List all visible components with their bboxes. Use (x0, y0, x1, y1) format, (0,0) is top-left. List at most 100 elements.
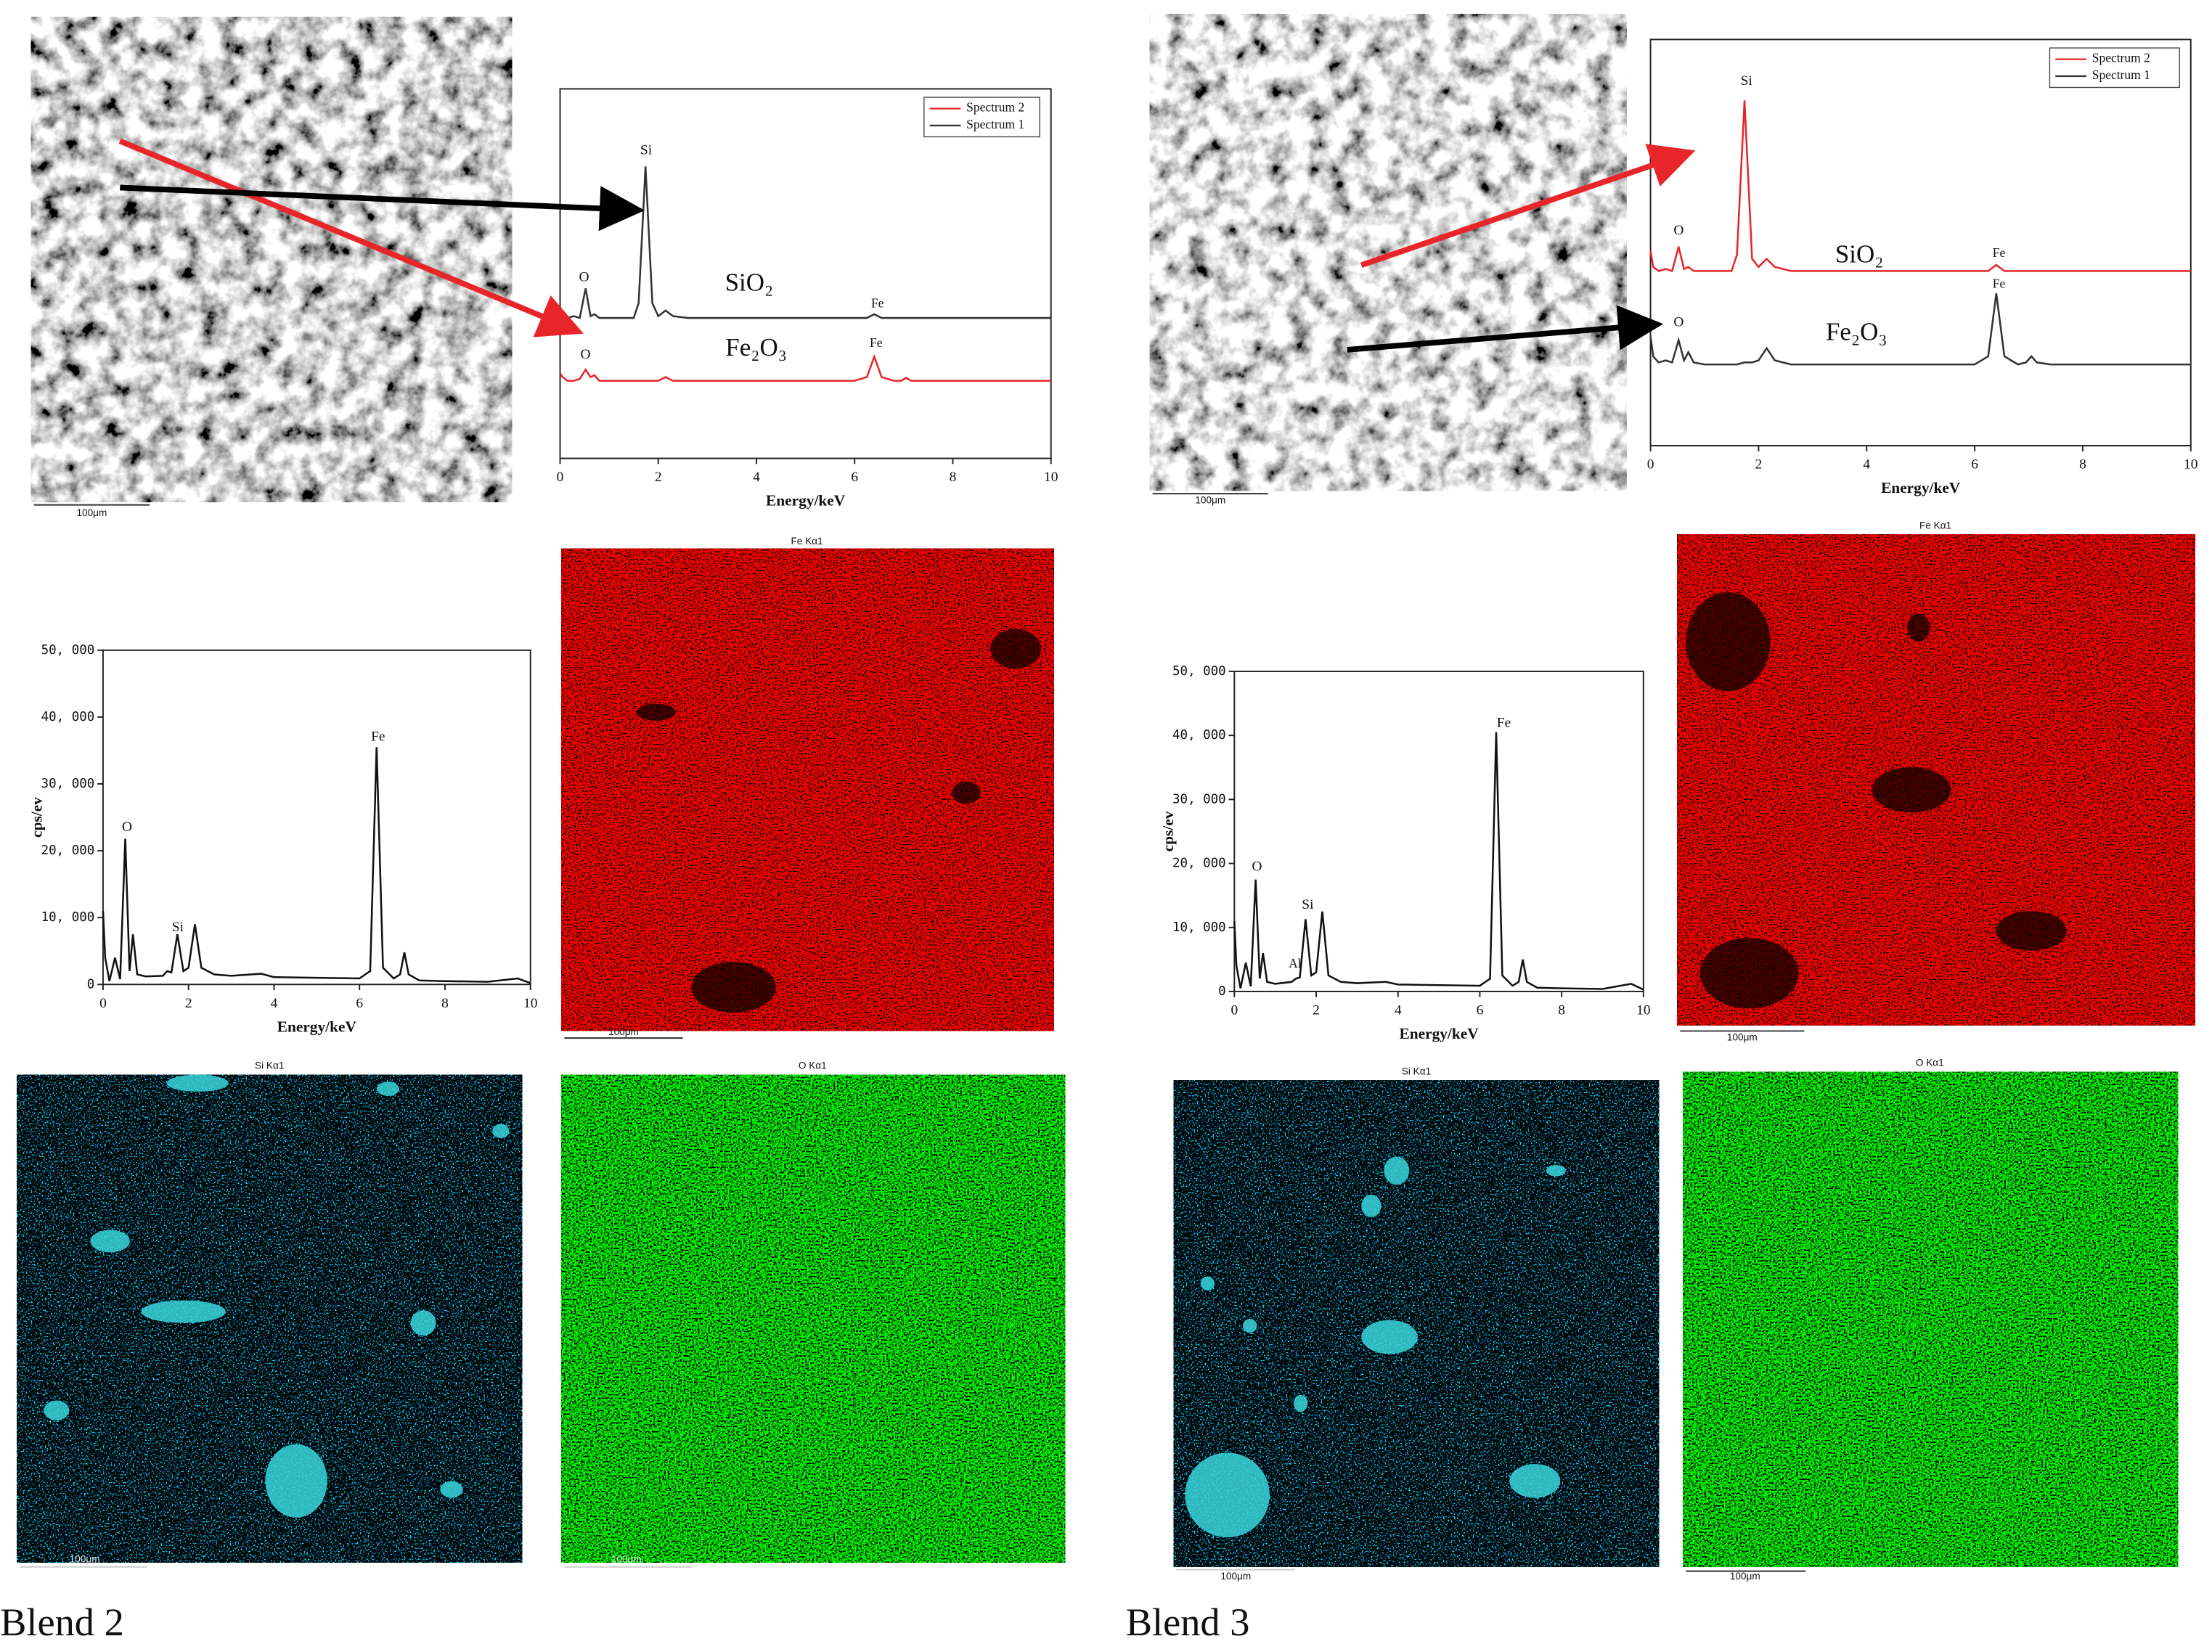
x-axis-label: Energy/keV (1881, 479, 1961, 496)
x-tick-label: 10 (1636, 1003, 1650, 1018)
y-axis-label: cps/ev (28, 797, 45, 838)
scale-label: 100μm (70, 1554, 100, 1565)
y-tick-label: 40, 000 (41, 710, 95, 724)
y-axis-label: cps/ev (1159, 811, 1177, 851)
legend-box (923, 97, 1040, 138)
y-tick-label: 0 (87, 977, 95, 991)
arrow (118, 138, 584, 338)
scale-label: 100μm (76, 507, 107, 518)
x-tick-label: 10 (1044, 470, 1058, 485)
map-title: Si Kα1 (1402, 1066, 1431, 1076)
scale-label: 100μm (1730, 1571, 1760, 1582)
annotation: Fe (870, 335, 883, 350)
caption: Blend 3 (1126, 1600, 1250, 1644)
plot-frame (1233, 670, 1644, 992)
x-tick-label: 4 (1395, 1003, 1402, 1018)
map-title: Si Kα1 (255, 1060, 284, 1071)
map-title: O Kα1 (1916, 1058, 1944, 1068)
map-grains (1185, 1156, 1566, 1538)
x-tick-label: 6 (356, 996, 363, 1011)
annotation: Fe (1497, 715, 1511, 730)
spectrum-line (1233, 732, 1644, 991)
x-axis-label: Energy/keV (766, 492, 846, 510)
map-voids (1686, 592, 2067, 1009)
x-tick-label: 0 (99, 996, 107, 1011)
annotation: O (580, 347, 590, 362)
map-voids (636, 629, 1042, 1013)
y-tick-label: 10, 000 (41, 910, 95, 925)
legend-label: Spectrum 2 (966, 100, 1024, 115)
map-title: O Kα1 (799, 1060, 827, 1071)
x-tick-label: 2 (185, 996, 192, 1011)
map-grains (44, 1074, 510, 1518)
annotation: Si (172, 920, 184, 935)
spectrum-line (102, 747, 531, 984)
legend-label: Spectrum 1 (966, 117, 1024, 131)
plot-frame (559, 88, 1052, 459)
x-tick-label: 10 (2184, 457, 2197, 473)
x-tick-label: 8 (2079, 457, 2086, 473)
y-tick-label: 20, 000 (41, 843, 95, 858)
spectrum-line (1649, 100, 2191, 272)
annotation: Si (1302, 897, 1314, 912)
annotation: Fe (1993, 245, 2006, 260)
annotation: SiO₂ (725, 269, 774, 297)
annotation: Si (1741, 73, 1753, 89)
x-tick-label: 8 (950, 470, 957, 485)
sem-image (1149, 14, 1627, 491)
arrow (1360, 144, 1696, 268)
x-tick-label: 10 (523, 996, 537, 1011)
annotation: O (579, 269, 589, 285)
y-tick-label: 0 (1218, 984, 1226, 999)
annotation: Al (1289, 956, 1302, 970)
y-tick-label: 50, 000 (1172, 664, 1226, 679)
plot-frame (102, 649, 531, 986)
x-tick-label: 2 (655, 470, 662, 485)
y-tick-label: 30, 000 (1172, 792, 1226, 806)
annotation: Fe (871, 296, 884, 311)
legend-label: Spectrum 2 (2092, 51, 2150, 65)
x-tick-label: 4 (271, 996, 278, 1011)
y-tick-label: 30, 000 (41, 777, 95, 791)
caption: Blend 2 (0, 1600, 124, 1644)
o-map (1683, 1071, 2179, 1567)
x-tick-label: 0 (557, 470, 564, 485)
annotation: Fe (371, 729, 385, 745)
x-tick-label: 6 (1971, 457, 1978, 473)
annotation: SiO₂ (1835, 240, 1884, 269)
annotation: O (122, 819, 132, 835)
annotation: Fe (1993, 277, 2006, 291)
x-tick-label: 4 (753, 470, 760, 485)
annotation: Si (640, 142, 653, 158)
scale-label: 100μm (611, 1554, 642, 1565)
x-axis-label: Energy/keV (1399, 1025, 1479, 1042)
map-title: Fe Kα1 (791, 536, 823, 547)
x-tick-label: 2 (1755, 457, 1763, 473)
x-tick-label: 6 (851, 470, 858, 485)
legend-box (2049, 47, 2180, 89)
x-tick-label: 8 (441, 996, 449, 1011)
x-axis-label: Energy/keV (277, 1018, 357, 1035)
spectrum-line (1649, 293, 2191, 366)
annotation: O (1252, 859, 1262, 874)
x-tick-label: 8 (1558, 1003, 1565, 1018)
spectrum-line (559, 353, 1051, 382)
scale-label: 100μm (1727, 1032, 1758, 1043)
annotation: Fe₂O₃ (725, 333, 787, 361)
y-tick-label: 20, 000 (1172, 856, 1226, 871)
annotation: Fe₂O₃ (1826, 318, 1887, 346)
map-title: Fe Kα1 (1919, 520, 1951, 531)
sem-image (30, 17, 513, 502)
annotation: O (1673, 314, 1684, 330)
x-tick-label: 4 (1863, 457, 1870, 473)
y-tick-label: 50, 000 (41, 643, 95, 658)
scale-label: 100μm (608, 1026, 639, 1037)
x-tick-label: 0 (1231, 1003, 1238, 1018)
scale-label: 100μm (1195, 494, 1225, 505)
arrow (1347, 305, 1664, 353)
x-tick-label: 6 (1477, 1003, 1484, 1018)
